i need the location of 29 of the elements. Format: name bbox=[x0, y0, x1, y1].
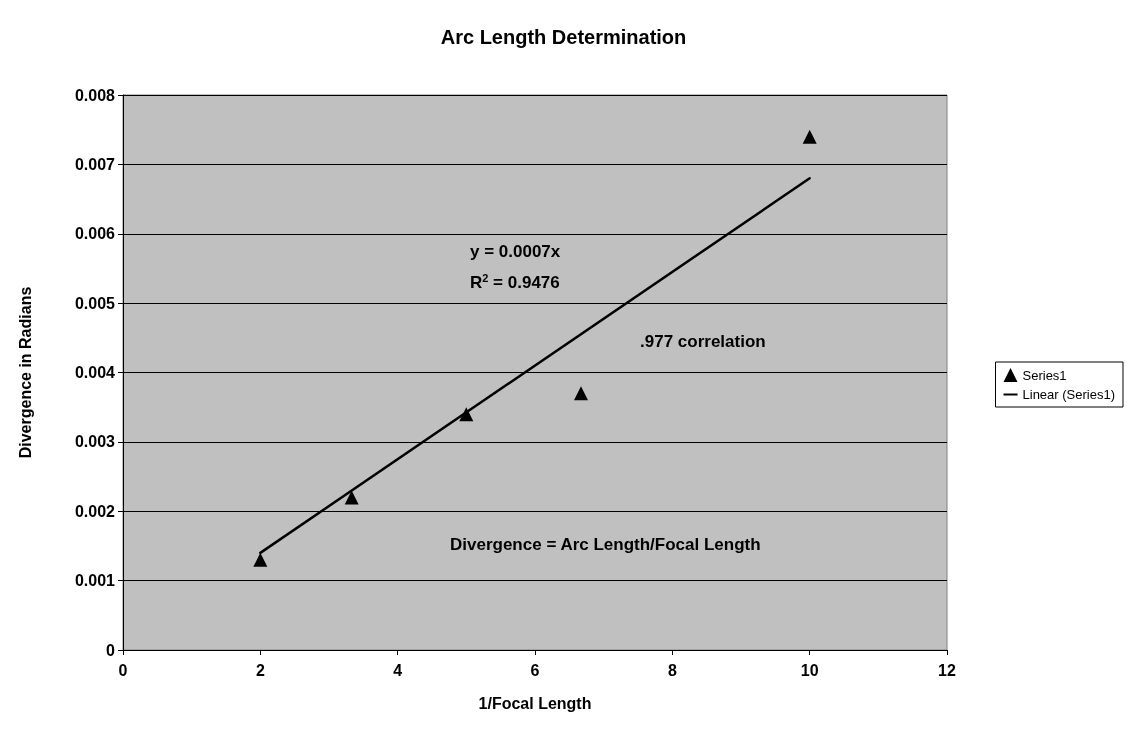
x-tick-label: 4 bbox=[393, 661, 403, 679]
x-tick-label: 6 bbox=[530, 661, 540, 679]
y-tick-label: 0.007 bbox=[74, 155, 116, 173]
y-tick-label: 0.008 bbox=[74, 86, 116, 104]
y-tick-label: 0.003 bbox=[74, 433, 116, 451]
point bbox=[253, 552, 268, 567]
y-tick-label: 0.001 bbox=[74, 572, 116, 590]
annotation: y = 0.0007x bbox=[470, 242, 561, 261]
x-axis-title: 1/Focal Length bbox=[478, 694, 592, 712]
chart-title: Arc Length Determination bbox=[440, 26, 687, 48]
x-tick-label: 10 bbox=[800, 661, 819, 679]
legend-label: Linear (Series1) bbox=[1022, 387, 1116, 402]
legend-label: Series1 bbox=[1022, 367, 1067, 383]
x-tick-label: 8 bbox=[667, 661, 677, 679]
y-tick-label: 0.005 bbox=[74, 294, 116, 312]
point bbox=[574, 386, 589, 401]
annotation: Divergence = Arc Length/Focal Length bbox=[450, 535, 761, 554]
x-tick-label: 2 bbox=[255, 661, 265, 679]
y-tick-label: 0 bbox=[106, 641, 116, 659]
y-tick-label: 0.002 bbox=[74, 502, 116, 520]
point bbox=[459, 407, 474, 422]
y-axis-title: Divergence in Radians bbox=[16, 286, 34, 459]
x-tick-label: 12 bbox=[938, 661, 956, 679]
point bbox=[344, 490, 359, 505]
annotation: .977 correlation bbox=[640, 332, 766, 351]
y-tick-label: 0.006 bbox=[74, 225, 116, 243]
x-tick-label: 0 bbox=[118, 661, 128, 679]
point bbox=[802, 129, 817, 144]
y-tick-label: 0.004 bbox=[74, 364, 116, 381]
